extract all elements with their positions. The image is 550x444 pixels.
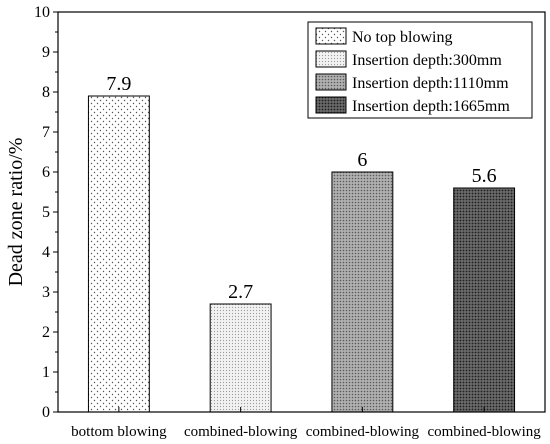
x-tick-label: combined-blowing [306, 424, 420, 440]
bar [331, 171, 394, 413]
bar [209, 303, 272, 413]
y-tick-label: 7 [42, 124, 50, 141]
legend-swatch [315, 73, 347, 91]
y-tick-label: 4 [42, 244, 50, 261]
y-tick-label: 1 [42, 364, 50, 381]
x-tick-label: combined-blowing [184, 424, 298, 440]
legend-swatch [315, 27, 347, 45]
bars: 7.9 2.7 6 5.6 [87, 73, 516, 413]
bar-data-label: 6 [357, 149, 367, 171]
bar-data-label: 5.6 [472, 165, 497, 187]
y-tick-label: 5 [42, 204, 50, 221]
y-tick-label: 0 [42, 404, 50, 421]
legend-entry: Insertion depth:1110mm [352, 75, 509, 92]
y-tick-label: 2 [42, 324, 50, 341]
legend-entry: No top blowing [352, 29, 452, 46]
y-tick-label: 3 [42, 284, 50, 301]
bar [453, 187, 516, 413]
x-tick-label: bottom blowing [71, 424, 167, 440]
y-tick-label: 9 [42, 44, 50, 61]
y-axis-ticks: 0 1 2 3 4 5 6 7 8 9 10 [34, 4, 58, 421]
bar-data-label: 2.7 [228, 281, 253, 303]
y-tick-label: 10 [34, 4, 50, 21]
legend-entry: Insertion depth:300mm [352, 52, 502, 69]
x-axis-ticks: bottom blowing combined-blowing combined-b… [71, 407, 541, 440]
legend-entry: Insertion depth:1665mm [352, 98, 510, 115]
y-axis-label: Dead zone ratio/% [5, 138, 27, 287]
bar [87, 95, 150, 413]
legend-swatch [315, 96, 347, 114]
legend-swatch [315, 50, 347, 68]
bar-data-label: 7.9 [106, 73, 131, 95]
plot-frame [57, 11, 546, 413]
x-tick-label: combined-blowing [427, 424, 541, 440]
legend: No top blowing Insertion depth:300mm Inser… [307, 21, 533, 119]
y-tick-label: 6 [42, 164, 50, 181]
y-tick-label: 8 [42, 84, 50, 101]
